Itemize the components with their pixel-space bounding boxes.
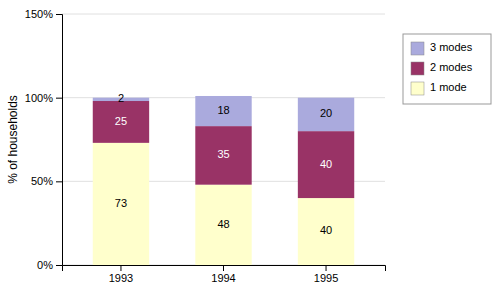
y-axis: 0% 50% 100% 150% <box>25 8 63 271</box>
series <box>93 96 354 131</box>
tick-mark <box>223 265 224 271</box>
bar <box>195 185 251 265</box>
legend: 3 modes 2 modes 1 mode <box>403 34 491 104</box>
tick-label: 1995 <box>314 272 338 284</box>
tick-mark <box>56 98 62 99</box>
tick-mark <box>56 265 62 266</box>
data-label: 48 <box>217 218 229 230</box>
data-labels: 73 48 40 25 35 40 2 18 20 <box>115 92 332 236</box>
data-label: 73 <box>115 197 127 209</box>
tick: 0% <box>37 259 62 271</box>
tick-mark <box>56 14 62 15</box>
grid <box>62 14 385 265</box>
tick-label: 50% <box>31 175 53 187</box>
bar <box>298 131 354 198</box>
bar <box>195 126 251 185</box>
legend-swatch <box>411 42 424 55</box>
tick-label: 100% <box>25 92 53 104</box>
tick-mark <box>56 181 62 182</box>
y-axis-title: % of households <box>6 95 20 184</box>
tick: 50% <box>31 175 62 187</box>
bar <box>195 96 251 126</box>
legend-swatch <box>411 62 424 75</box>
data-label: 18 <box>217 104 229 116</box>
tick-label: 1993 <box>109 272 133 284</box>
tick-label: 150% <box>25 8 53 20</box>
bar <box>93 143 149 265</box>
legend-item: 1 mode <box>411 81 467 95</box>
tick: 1995 <box>314 265 338 284</box>
bar <box>298 198 354 265</box>
chart: 0% 50% 100% 150% 1993 1994 1995 73 48 40 25 35 40 2 18… <box>0 0 500 295</box>
data-label: 40 <box>320 224 332 236</box>
data-label: 40 <box>320 158 332 170</box>
axis-line <box>56 15 63 266</box>
data-label: 20 <box>320 107 332 119</box>
tick: 100% <box>25 92 62 104</box>
grid-line <box>62 14 385 15</box>
legend-item: 2 modes <box>411 61 473 75</box>
legend-swatch <box>411 82 424 95</box>
tick-mark <box>326 265 327 271</box>
legend-item: 3 modes <box>411 41 473 55</box>
data-label: 25 <box>115 115 127 127</box>
data-label: 2 <box>118 92 124 104</box>
legend-label: 1 mode <box>430 81 467 93</box>
legend-label: 3 modes <box>430 41 473 53</box>
bar <box>93 101 149 143</box>
axis-line <box>63 266 386 272</box>
tick: 1994 <box>211 265 235 284</box>
tick-mark <box>120 265 121 271</box>
tick-label: 0% <box>37 259 53 271</box>
legend-frame <box>403 34 491 104</box>
x-axis: 1993 1994 1995 <box>63 265 386 284</box>
tick: 1993 <box>109 265 133 284</box>
data-label: 35 <box>217 148 229 160</box>
bars <box>93 96 354 265</box>
legend-label: 2 modes <box>430 61 473 73</box>
bar <box>298 98 354 131</box>
tick-label: 1994 <box>211 272 235 284</box>
plot: 0% 50% 100% 150% 1993 1994 1995 73 48 40 25 35 40 2 18… <box>25 8 386 284</box>
tick: 150% <box>25 8 62 20</box>
